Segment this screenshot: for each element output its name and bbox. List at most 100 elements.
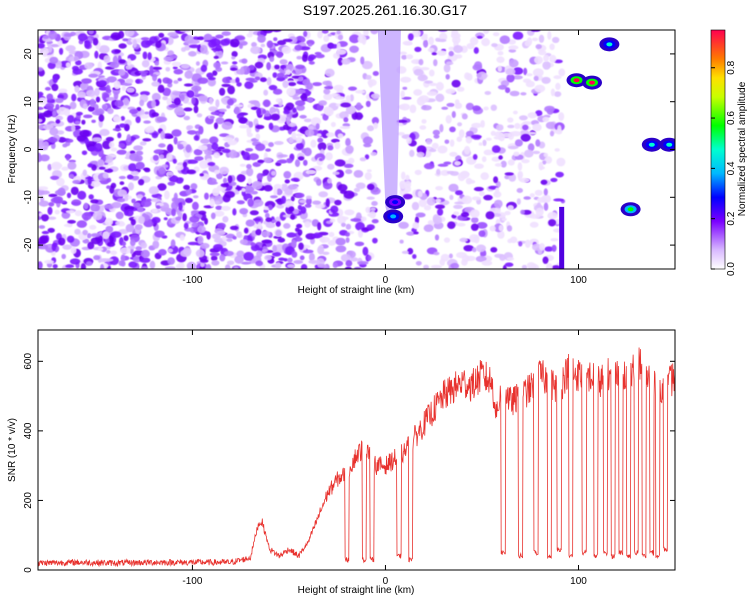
noise-blob — [343, 190, 355, 199]
noise-blob — [48, 193, 58, 198]
noise-blob — [98, 80, 107, 87]
noise-blob — [193, 149, 203, 156]
noise-blob — [75, 60, 82, 66]
noise-blob — [330, 93, 339, 98]
noise-blob — [90, 233, 101, 238]
noise-blob — [348, 157, 355, 164]
noise-blob — [265, 148, 271, 152]
noise-blob — [523, 67, 528, 76]
noise-blob — [507, 145, 519, 149]
noise-blob — [189, 39, 200, 44]
noise-blob — [558, 68, 566, 77]
noise-blob — [270, 195, 278, 199]
noise-blob — [535, 44, 542, 50]
noise-blob — [507, 159, 515, 166]
noise-blob — [215, 205, 223, 210]
noise-blob — [492, 32, 500, 37]
noise-blob — [354, 241, 365, 247]
noise-blob — [112, 128, 122, 132]
noise-blob — [498, 224, 504, 232]
noise-blob — [336, 42, 341, 52]
noise-blob — [372, 71, 379, 76]
noise-blob — [86, 261, 93, 266]
noise-blob — [171, 61, 182, 67]
noise-blob — [109, 61, 120, 69]
noise-blob — [52, 75, 58, 84]
noise-blob — [542, 116, 550, 122]
noise-blob — [448, 183, 459, 192]
noise-blob — [130, 218, 136, 226]
noise-blob — [288, 82, 297, 87]
noise-blob — [426, 91, 438, 96]
noise-blob — [324, 107, 334, 117]
noise-blob — [456, 86, 465, 92]
noise-blob — [187, 130, 197, 135]
noise-blob — [276, 188, 283, 196]
noise-blob — [52, 264, 58, 269]
noise-blob — [273, 141, 284, 145]
noise-blob — [296, 223, 303, 229]
noise-blob — [241, 187, 246, 192]
noise-blob — [534, 84, 546, 93]
noise-blob — [340, 102, 352, 108]
noise-blob — [230, 38, 240, 48]
noise-blob — [163, 217, 168, 221]
feature-peak — [648, 142, 655, 147]
spectrogram-marks — [38, 30, 675, 269]
noise-blob — [162, 96, 168, 101]
noise-blob — [121, 241, 126, 247]
noise-blob — [209, 252, 220, 257]
noise-blob — [66, 138, 74, 143]
noise-blob — [182, 213, 187, 222]
noise-blob — [295, 100, 306, 107]
noise-blob — [69, 101, 77, 110]
noise-blob — [275, 262, 282, 269]
noise-blob — [147, 52, 152, 61]
noise-blob — [370, 30, 379, 35]
noise-blob — [454, 54, 463, 59]
x-tick-label: 100 — [570, 275, 587, 286]
noise-blob — [370, 207, 376, 212]
noise-blob — [61, 211, 71, 219]
noise-blob — [549, 43, 555, 51]
noise-blob — [366, 183, 375, 191]
noise-blob — [483, 194, 493, 201]
noise-blob — [551, 244, 557, 252]
noise-blob — [160, 130, 166, 140]
noise-blob — [167, 181, 176, 186]
noise-blob — [315, 204, 326, 209]
noise-blob — [58, 237, 66, 246]
noise-blob — [555, 82, 561, 90]
noise-blob — [57, 39, 63, 47]
noise-blob — [420, 35, 428, 41]
noise-blob — [272, 252, 282, 257]
noise-blob — [149, 260, 156, 269]
noise-blob — [413, 89, 423, 96]
noise-blob — [41, 230, 50, 235]
noise-blob — [68, 173, 75, 179]
spectrogram-xlabel: Height of straight line (km) — [298, 285, 415, 296]
noise-blob — [173, 80, 179, 84]
y-tick-label: 20 — [23, 48, 34, 60]
noise-blob — [169, 54, 178, 59]
noise-blob — [318, 157, 324, 162]
noise-blob — [235, 77, 240, 84]
snr-ylabel: SNR (10 * v/v) — [7, 418, 18, 482]
noise-blob — [140, 249, 150, 258]
noise-blob — [333, 84, 344, 91]
noise-blob — [287, 184, 298, 190]
noise-blob — [172, 91, 181, 96]
noise-blob — [126, 134, 132, 143]
noise-blob — [512, 75, 523, 80]
noise-blob — [158, 249, 167, 256]
noise-blob — [280, 65, 287, 69]
noise-blob — [47, 206, 53, 215]
noise-blob — [65, 45, 76, 52]
noise-blob — [496, 56, 505, 63]
noise-blob — [232, 236, 237, 240]
noise-blob — [297, 156, 305, 161]
noise-blob — [482, 139, 487, 146]
noise-blob — [298, 199, 308, 204]
noise-blob — [524, 40, 532, 47]
snr-series-line — [37, 347, 676, 568]
